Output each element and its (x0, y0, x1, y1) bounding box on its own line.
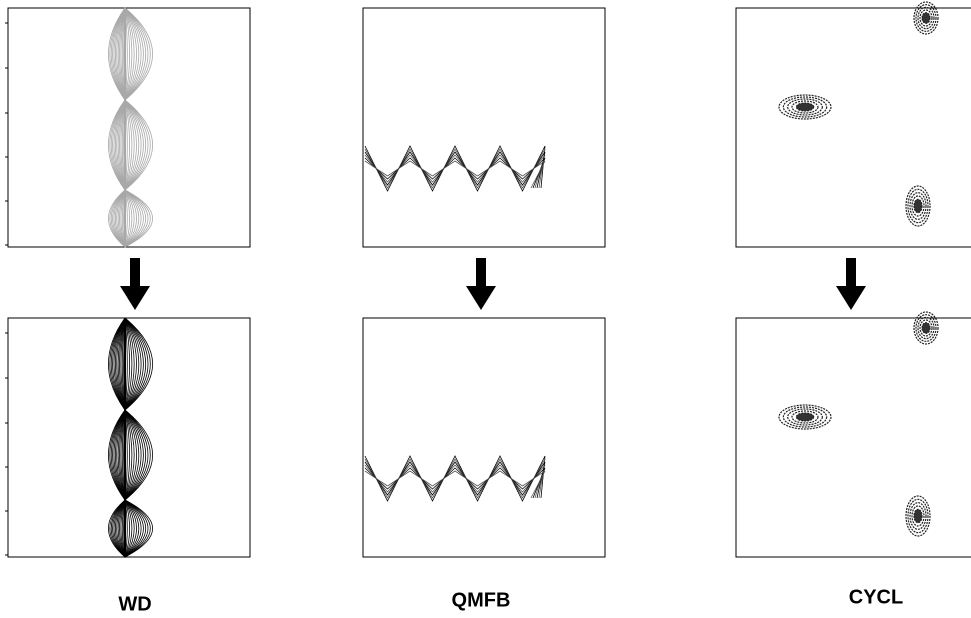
contour-blob (921, 322, 931, 334)
contour-blob (907, 498, 929, 534)
contour-blob (795, 412, 815, 422)
contour-blob (919, 319, 933, 337)
contour-blob (905, 185, 931, 227)
contour-blob (913, 1, 939, 35)
contour-blob (795, 102, 815, 112)
column-label: WD (118, 593, 151, 615)
contour-blob (915, 4, 937, 32)
arrow-head (466, 286, 496, 310)
contour-blob (787, 98, 823, 116)
contour-blob (917, 6, 935, 30)
contour-blob (787, 408, 823, 426)
panels (5, 1, 971, 559)
arrow-head (836, 286, 866, 310)
contour-blob (913, 311, 939, 345)
contour-blob (778, 94, 832, 120)
arrow-shaft (476, 258, 486, 288)
contour (364, 470, 546, 499)
contour-blob (782, 406, 828, 428)
arrow-shaft (846, 258, 856, 288)
contour-blob (917, 316, 935, 340)
column-label: QMFB (452, 589, 511, 611)
panel-frame (362, 317, 606, 558)
panel-frame (735, 317, 971, 558)
panel-frame (735, 7, 971, 248)
contour-blob (911, 195, 925, 217)
contour-blob (921, 12, 931, 24)
contour-blob (791, 410, 819, 424)
arrow-shaft (130, 258, 140, 288)
panel-frame (362, 7, 606, 248)
contour-blob (909, 192, 927, 220)
contour-blob (911, 505, 925, 527)
arrow-head (120, 286, 150, 310)
contour-blob (907, 188, 929, 224)
column-label: CYCL (849, 586, 903, 608)
contour-blob (913, 508, 923, 524)
contour (364, 160, 546, 189)
contour-blob (915, 314, 937, 342)
contour-blob (782, 96, 828, 118)
contour-blob (919, 9, 933, 27)
contour-blob (913, 198, 923, 214)
contour-blob (905, 495, 931, 537)
contour-blob (778, 404, 832, 430)
contour-blob (791, 100, 819, 114)
contour-blob (909, 502, 927, 530)
